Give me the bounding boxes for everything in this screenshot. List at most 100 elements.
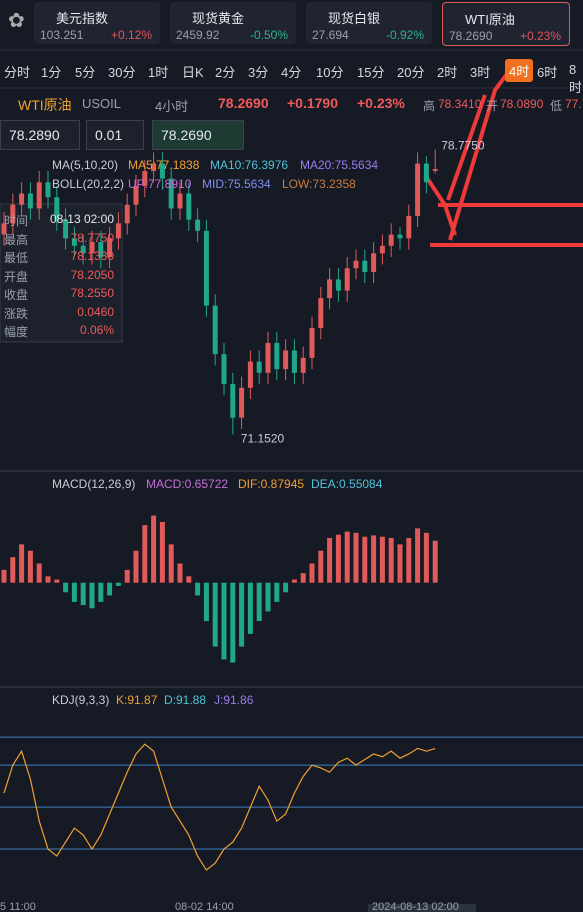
- macd-bar: [89, 582, 95, 609]
- interval[interactable]: 4小时: [155, 99, 189, 114]
- ma-name: MA(5,10,20): [52, 158, 119, 172]
- high-label: 高: [423, 99, 436, 113]
- low-note: 71.1520: [241, 431, 285, 445]
- k-value: K:91.87: [116, 693, 158, 707]
- symbol-code: USOIL: [82, 96, 122, 111]
- tooltip-label: 最高: [4, 232, 29, 247]
- symbol-tab[interactable]: WTI原油 78.2690 +0.23%: [442, 2, 570, 46]
- tab-name: WTI原油: [465, 12, 515, 27]
- high-note: 78.7750: [441, 139, 485, 153]
- period[interactable]: 10分: [316, 65, 344, 80]
- candle-body: [36, 182, 42, 209]
- candle-body: [283, 350, 289, 370]
- tab-price: 2459.92: [176, 28, 220, 42]
- candle-body: [432, 168, 438, 171]
- boll-low: LOW:73.2358: [282, 177, 356, 191]
- macd-bar: [177, 563, 183, 583]
- tab-change: +0.23%: [519, 29, 561, 43]
- macd-bar: [379, 536, 385, 583]
- buy-price[interactable]: 78.2690: [152, 120, 244, 150]
- period[interactable]: 4分: [281, 65, 302, 80]
- j-value: J:91.86: [214, 693, 254, 707]
- high: 78.3410: [438, 97, 482, 111]
- candle-body: [54, 197, 60, 220]
- candle-body: [309, 328, 315, 358]
- candle-body: [397, 234, 403, 239]
- period[interactable]: 1分: [41, 65, 62, 80]
- candle-body: [10, 204, 16, 224]
- candle-body: [221, 354, 227, 385]
- period[interactable]: 4时: [505, 59, 534, 82]
- symbol-tab[interactable]: 现货白银 27.694 -0.92%: [306, 2, 432, 44]
- candle-body: [159, 163, 165, 179]
- macd-bar: [63, 582, 69, 593]
- period[interactable]: 2时: [437, 65, 458, 80]
- sell-price[interactable]: 78.2890: [0, 120, 80, 150]
- period[interactable]: 分时: [4, 65, 31, 80]
- candle-body: [124, 204, 130, 224]
- period[interactable]: 30分: [108, 65, 136, 80]
- period[interactable]: 20分: [397, 65, 425, 80]
- period[interactable]: 8时: [569, 62, 583, 95]
- candle-body: [274, 342, 280, 370]
- macd-bar: [432, 540, 438, 583]
- candle-body: [300, 357, 306, 373]
- tooltip-label: 开盘: [4, 269, 29, 284]
- tab-name: 现货白银: [328, 11, 381, 26]
- tab-name: 美元指数: [56, 11, 109, 26]
- macd-bar: [388, 537, 394, 583]
- macd-bar: [239, 582, 245, 647]
- tooltip-value: 78.1330: [70, 249, 114, 263]
- period[interactable]: 1时: [148, 65, 169, 80]
- macd-bar: [115, 582, 121, 586]
- macd-bar: [19, 544, 25, 583]
- macd-bar: [406, 537, 412, 583]
- candle-body: [247, 361, 253, 388]
- period[interactable]: 2分: [215, 65, 236, 80]
- macd-bar: [283, 582, 289, 593]
- macd-bar: [291, 579, 297, 583]
- macd-bar: [221, 582, 227, 660]
- time-highlight: [368, 904, 476, 912]
- candle-body: [423, 163, 429, 183]
- symbol-tab[interactable]: 现货黄金 2459.92 -0.50%: [170, 2, 296, 44]
- macd-bar: [80, 582, 86, 606]
- period[interactable]: 3分: [248, 65, 269, 80]
- period[interactable]: 6时: [537, 65, 558, 80]
- period[interactable]: 5分: [75, 65, 96, 80]
- macd-bar: [151, 515, 157, 583]
- candle-body: [388, 234, 394, 246]
- lot-size[interactable]: 0.01: [86, 120, 144, 150]
- period[interactable]: 日K: [182, 65, 204, 80]
- ma5: MA5:77.1838: [128, 158, 200, 172]
- tooltip-label: 涨跌: [4, 306, 29, 321]
- tab-price: 103.251: [40, 28, 84, 42]
- period[interactable]: 15分: [357, 65, 385, 80]
- candle-body: [362, 260, 368, 272]
- tooltip-value: 0.06%: [79, 323, 114, 337]
- macd-bar: [256, 582, 262, 622]
- period[interactable]: 3时: [470, 65, 491, 80]
- macd-bar: [335, 534, 341, 583]
- candle-body: [353, 260, 359, 269]
- tab-change: -0.50%: [249, 28, 288, 42]
- candle-body: [230, 384, 236, 418]
- candle-body: [327, 279, 333, 299]
- symbol-tab[interactable]: 美元指数 103.251 +0.12%: [34, 2, 160, 44]
- candle-body: [406, 215, 412, 239]
- candle-body: [1, 223, 7, 235]
- macd-bar: [71, 582, 77, 602]
- ma20: MA20:75.5634: [300, 158, 379, 172]
- macd-bar: [265, 582, 271, 612]
- macd-bar: [353, 532, 359, 583]
- macd-bar: [371, 535, 377, 583]
- candle-body: [133, 186, 139, 205]
- dif: DIF:0.87945: [238, 477, 305, 491]
- boll-up: UP:77.8910: [128, 177, 192, 191]
- tab-change: -0.92%: [385, 28, 424, 42]
- tooltip-value: 78.2550: [70, 286, 114, 300]
- candle-body: [45, 182, 51, 198]
- menu-icon[interactable]: ✿: [8, 10, 25, 32]
- macd-bar: [230, 582, 236, 663]
